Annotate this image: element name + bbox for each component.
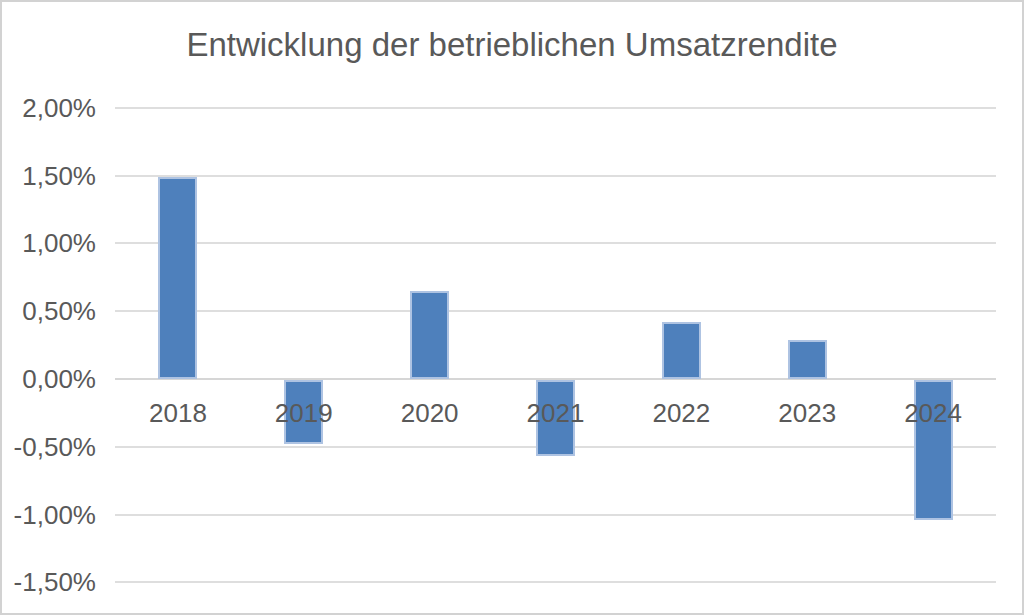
x-axis-label-2022: 2022: [618, 398, 744, 428]
y-tick-label: -1,50%: [2, 567, 96, 597]
y-tick-label: 2,00%: [2, 93, 96, 123]
x-axis-label-2023: 2023: [744, 398, 870, 428]
x-axis-label-2019: 2019: [241, 398, 367, 428]
gridline--1,50%: [115, 581, 996, 583]
gridline-1,00%: [115, 242, 996, 244]
x-axis-label-2018: 2018: [115, 398, 241, 428]
bar-2018: [158, 177, 197, 379]
chart-title: Entwicklung der betrieblichen Umsatzrend…: [2, 26, 1022, 64]
bar-2022: [662, 322, 701, 379]
y-tick-label: 0,00%: [2, 364, 96, 394]
y-tick-label: 1,50%: [2, 161, 96, 191]
gridline-0,50%: [115, 310, 996, 312]
gridline--1,00%: [115, 514, 996, 516]
y-tick-label: -1,00%: [2, 500, 96, 530]
bar-2023: [788, 340, 827, 379]
y-tick-label: -0,50%: [2, 432, 96, 462]
y-tick-label: 1,00%: [2, 228, 96, 258]
gridline-2,00%: [115, 107, 996, 109]
chart-container: Entwicklung der betrieblichen Umsatzrend…: [0, 0, 1024, 615]
x-axis-label-2021: 2021: [493, 398, 619, 428]
y-tick-label: 0,50%: [2, 296, 96, 326]
bar-2020: [410, 291, 449, 379]
x-axis-label-2024: 2024: [870, 398, 996, 428]
gridline-1,50%: [115, 175, 996, 177]
x-axis-label-2020: 2020: [367, 398, 493, 428]
